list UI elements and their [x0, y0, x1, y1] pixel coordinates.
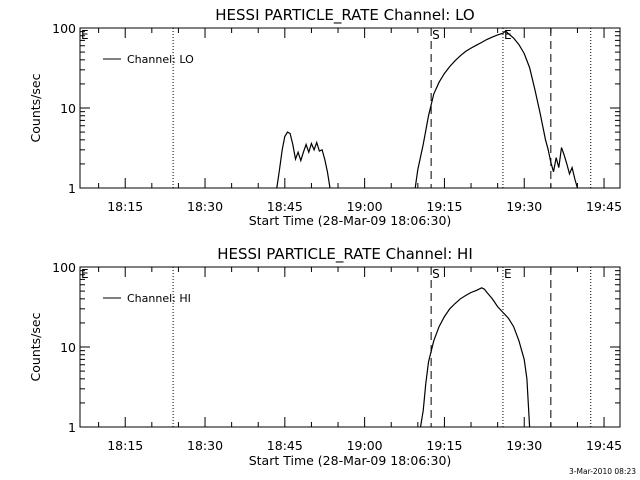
footer-stamp: 3-Mar-2010 08:23 — [569, 467, 636, 476]
x-axis-label: Start Time (28-Mar-09 18:06:30) — [249, 453, 452, 468]
legend-label: Channel: HI — [127, 292, 191, 305]
x-tick-label: 19:30 — [506, 199, 542, 214]
x-tick-label: 18:30 — [187, 438, 223, 453]
y-tick-label: 1 — [68, 181, 76, 196]
y-axis-label: Counts/sec — [28, 312, 43, 381]
chart-title: HESSI PARTICLE_RATE Channel: LO — [215, 6, 474, 25]
x-tick-label: 18:15 — [107, 438, 143, 453]
legend-label: Channel: LO — [127, 53, 194, 66]
x-tick-label: 18:15 — [107, 199, 143, 214]
plot-frame — [79, 266, 621, 428]
x-tick-label: 19:45 — [586, 199, 622, 214]
marker-label: E — [81, 28, 89, 42]
x-tick-label: 19:15 — [426, 199, 462, 214]
series-line — [414, 30, 578, 189]
series-line — [276, 131, 331, 189]
y-tick-label: 1 — [68, 420, 76, 435]
marker-label: E — [504, 267, 512, 281]
y-axis-label: Counts/sec — [28, 73, 43, 142]
x-tick-label: 19:45 — [586, 438, 622, 453]
x-tick-label: 18:45 — [267, 199, 303, 214]
x-tick-label: 19:00 — [347, 199, 383, 214]
series-line — [419, 287, 531, 428]
panel-lo: HESSI PARTICLE_RATE Channel: LO 1 10 100 18:… — [28, 6, 622, 228]
chart-title: HESSI PARTICLE_RATE Channel: HI — [217, 245, 473, 264]
x-tick-label: 19:15 — [426, 438, 462, 453]
marker-label: E — [504, 28, 512, 42]
x-axis-label: Start Time (28-Mar-09 18:06:30) — [249, 213, 452, 228]
x-tick-label: 19:30 — [506, 438, 542, 453]
x-tick-label: 19:00 — [347, 438, 383, 453]
marker-label: S — [432, 28, 440, 42]
marker-label: S — [432, 267, 440, 281]
x-tick-label: 18:30 — [187, 199, 223, 214]
y-tick-label: 10 — [60, 340, 76, 355]
y-tick-label: 100 — [52, 260, 76, 275]
y-tick-label: 10 — [60, 101, 76, 116]
y-tick-label: 100 — [52, 21, 76, 36]
x-tick-label: 18:45 — [267, 438, 303, 453]
panel-hi: HESSI PARTICLE_RATE Channel: HI 1 10 100 18:… — [28, 245, 622, 468]
marker-label: E — [81, 267, 89, 281]
